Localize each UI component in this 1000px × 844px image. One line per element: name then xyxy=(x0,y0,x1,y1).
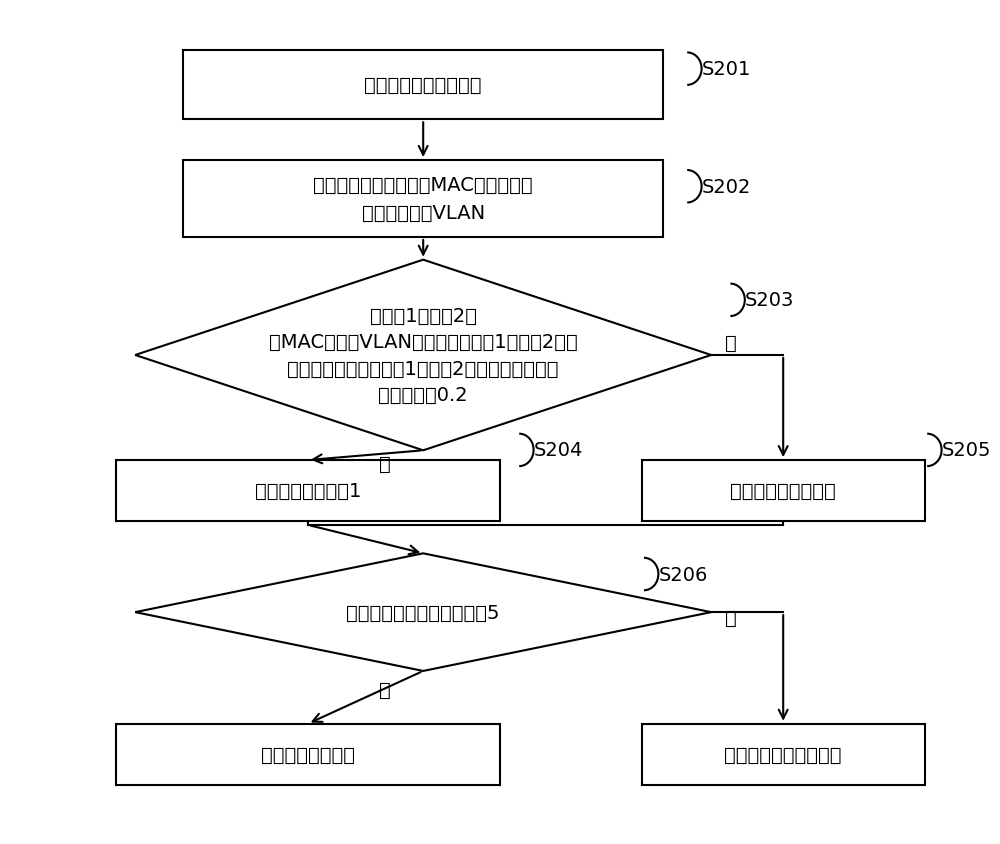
FancyBboxPatch shape xyxy=(642,724,925,785)
FancyBboxPatch shape xyxy=(642,461,925,522)
Text: 是: 是 xyxy=(379,455,391,473)
Polygon shape xyxy=(135,260,711,451)
FancyBboxPatch shape xyxy=(116,461,500,522)
Text: S203: S203 xyxy=(745,291,794,310)
FancyBboxPatch shape xyxy=(183,51,663,120)
Text: 判断端口切换次数是否大于5: 判断端口切换次数是否大于5 xyxy=(346,603,500,622)
Text: 使端口切换次数清零: 使端口切换次数清零 xyxy=(730,481,836,500)
Text: 目标设备接收报文流量: 目标设备接收报文流量 xyxy=(364,76,482,95)
Polygon shape xyxy=(135,554,711,671)
Text: S204: S204 xyxy=(534,441,583,460)
FancyBboxPatch shape xyxy=(183,160,663,238)
Text: 确定没有出现第二现象: 确定没有出现第二现象 xyxy=(724,744,842,764)
Text: 解析每条报文携带的源MAC地址以及每
条报文所属的VLAN: 解析每条报文携带的源MAC地址以及每 条报文所属的VLAN xyxy=(313,176,533,223)
Text: 否: 否 xyxy=(725,609,736,628)
Text: 使端口切换次数加1: 使端口切换次数加1 xyxy=(255,481,361,500)
Text: S202: S202 xyxy=(702,177,751,197)
Text: S201: S201 xyxy=(702,60,751,79)
Text: 是: 是 xyxy=(379,680,391,699)
Text: 当报文1和报文2的
源MAC地址和VLAN均相同、且报文1和报文2的入
接口不同时，判断报文1和报文2的接口接收时间间
隔是否小于0.2: 当报文1和报文2的 源MAC地址和VLAN均相同、且报文1和报文2的入 接口不同… xyxy=(269,306,578,405)
Text: 确定出现第二现象: 确定出现第二现象 xyxy=(261,744,355,764)
FancyBboxPatch shape xyxy=(116,724,500,785)
Text: 否: 否 xyxy=(725,334,736,353)
Text: S206: S206 xyxy=(658,565,708,584)
Text: S205: S205 xyxy=(942,441,991,460)
